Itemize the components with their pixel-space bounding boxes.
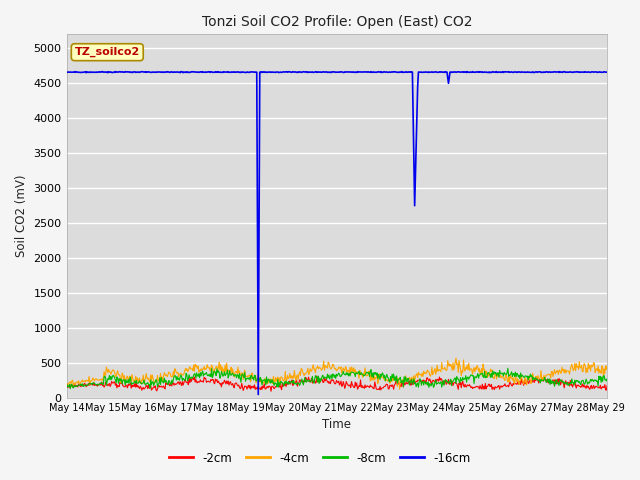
Y-axis label: Soil CO2 (mV): Soil CO2 (mV) xyxy=(15,175,28,257)
Title: Tonzi Soil CO2 Profile: Open (East) CO2: Tonzi Soil CO2 Profile: Open (East) CO2 xyxy=(202,15,472,29)
X-axis label: Time: Time xyxy=(323,419,351,432)
Legend: -2cm, -4cm, -8cm, -16cm: -2cm, -4cm, -8cm, -16cm xyxy=(164,447,476,469)
Text: TZ_soilco2: TZ_soilco2 xyxy=(75,47,140,57)
